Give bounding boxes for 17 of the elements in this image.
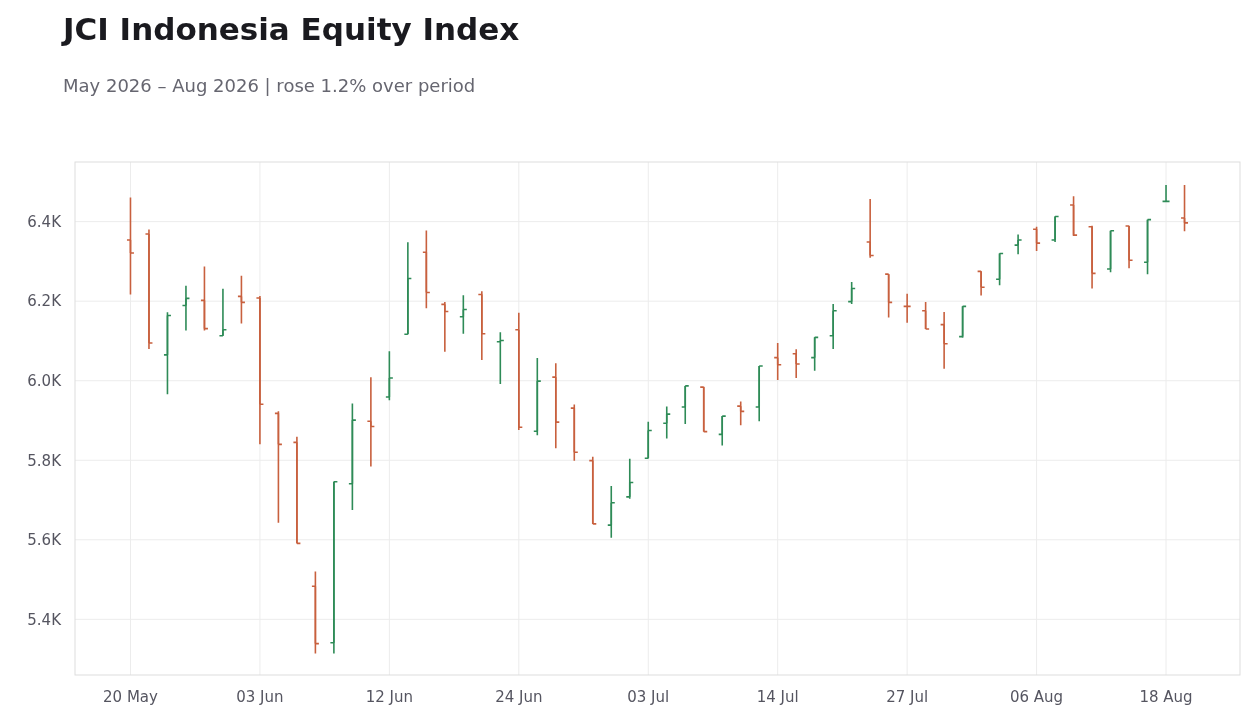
x-tick-label: 18 Aug	[1139, 688, 1193, 706]
chart-title: JCI Indonesia Equity Index	[61, 11, 520, 47]
y-tick-label: 6.0K	[27, 371, 63, 390]
x-tick-label: 27 Jul	[886, 688, 929, 706]
y-tick-label: 6.4K	[27, 212, 63, 231]
x-tick-label: 12 Jun	[365, 688, 414, 706]
x-tick-label: 24 Jun	[495, 688, 543, 706]
y-tick-label: 5.8K	[27, 451, 63, 470]
y-tick-label: 5.4K	[27, 610, 63, 629]
chart-subtitle: May 2026 – Aug 2026 | rose 1.2% over period	[63, 75, 476, 96]
y-tick-label: 5.6K	[27, 531, 63, 550]
x-tick-label: 20 May	[103, 688, 159, 706]
x-tick-label: 14 Jul	[756, 688, 799, 706]
x-tick-label: 06 Aug	[1010, 688, 1064, 706]
x-tick-label: 03 Jul	[627, 688, 670, 706]
x-tick-label: 03 Jun	[236, 688, 284, 706]
y-tick-label: 6.2K	[27, 292, 63, 311]
